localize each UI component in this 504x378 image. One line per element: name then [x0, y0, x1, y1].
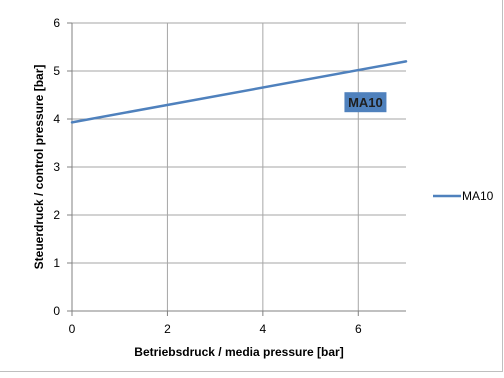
y-tick-label: 4 [53, 112, 60, 126]
y-tick-label: 0 [53, 304, 60, 318]
y-tick-label: 5 [53, 64, 60, 78]
annotations: MA10 [344, 92, 387, 113]
y-tick-label: 1 [53, 256, 60, 270]
axes [67, 22, 406, 316]
x-tick-label: 6 [355, 322, 362, 336]
annotation-box [344, 92, 387, 113]
y-axis-title: Steuerdruck / control pressure [bar] [32, 65, 46, 270]
x-tick-label: 4 [260, 322, 267, 336]
x-tick-label: 0 [69, 322, 76, 336]
grid-lines [72, 22, 406, 312]
annotation-label: MA10 [348, 95, 383, 110]
legend: MA10 [433, 189, 494, 203]
y-tick-label: 2 [53, 208, 60, 222]
legend-label: MA10 [462, 189, 494, 203]
x-axis-title: Betriebsdruck / media pressure [bar] [134, 345, 343, 359]
series-line-ma10 [70, 60, 408, 124]
tick-labels: 0 1 2 3 4 5 6 0 2 4 6 [53, 16, 362, 336]
series-lines [70, 60, 408, 124]
y-tick-label: 6 [53, 16, 60, 30]
x-tick-label: 2 [164, 322, 171, 336]
y-tick-label: 3 [53, 160, 60, 174]
